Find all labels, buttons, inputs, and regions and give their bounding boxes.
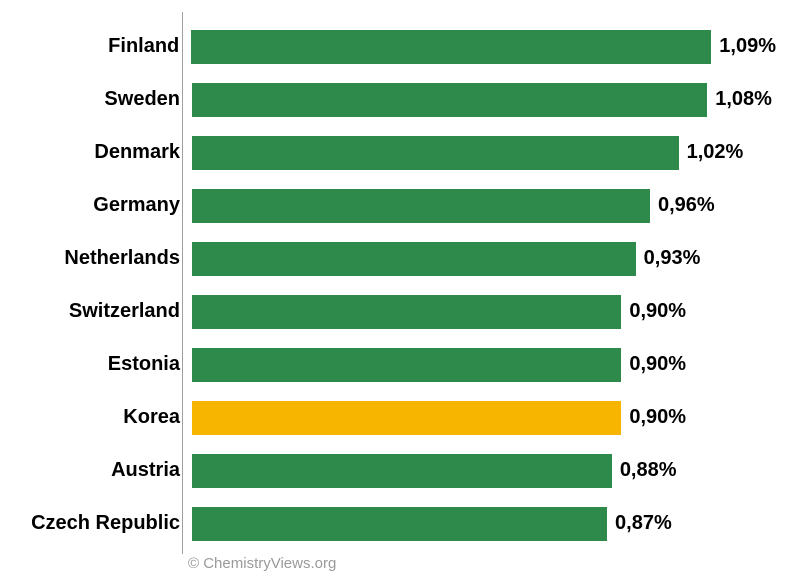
value-label: 0,87%	[615, 512, 672, 535]
bar	[192, 242, 636, 276]
bar	[192, 401, 621, 435]
category-label: Czech Republic	[10, 512, 192, 535]
chart-row: Germany 0,96%	[10, 179, 776, 232]
category-label: Korea	[10, 406, 192, 429]
chart-credit: © ChemistryViews.org	[188, 555, 336, 572]
value-label: 1,08%	[715, 88, 772, 111]
bar-cell: 1,09%	[191, 20, 776, 73]
value-label: 0,88%	[620, 459, 677, 482]
chart-row: Denmark 1,02%	[10, 126, 776, 179]
chart-row: Estonia 0,90%	[10, 338, 776, 391]
bar	[192, 507, 607, 541]
bar	[191, 30, 711, 64]
category-label: Finland	[10, 35, 191, 58]
value-label: 0,90%	[629, 300, 686, 323]
bar-cell: 0,87%	[192, 497, 776, 550]
chart-row: Korea 0,90%	[10, 391, 776, 444]
category-label: Switzerland	[10, 300, 192, 323]
category-label: Sweden	[10, 88, 192, 111]
bar-cell: 0,90%	[192, 285, 776, 338]
bar-cell: 0,88%	[192, 444, 776, 497]
bar-chart: Finland 1,09% Sweden 1,08% Denmark 1,02% Germa…	[0, 0, 786, 580]
value-label: 0,96%	[658, 194, 715, 217]
y-axis-line	[182, 12, 183, 554]
category-label: Netherlands	[10, 247, 192, 270]
bar-cell: 0,90%	[192, 338, 776, 391]
bar	[192, 295, 621, 329]
bar	[192, 348, 621, 382]
chart-row: Netherlands 0,93%	[10, 232, 776, 285]
bar	[192, 83, 707, 117]
value-label: 0,90%	[629, 406, 686, 429]
bar-cell: 0,93%	[192, 232, 776, 285]
category-label: Estonia	[10, 353, 192, 376]
bar	[192, 189, 650, 223]
value-label: 0,93%	[644, 247, 701, 270]
bar-cell: 0,90%	[192, 391, 776, 444]
bar-cell: 1,02%	[192, 126, 776, 179]
bar-cell: 1,08%	[192, 73, 776, 126]
category-label: Austria	[10, 459, 192, 482]
value-label: 0,90%	[629, 353, 686, 376]
chart-row: Sweden 1,08%	[10, 73, 776, 126]
category-label: Germany	[10, 194, 192, 217]
chart-row: Czech Republic 0,87%	[10, 497, 776, 550]
bar	[192, 136, 679, 170]
value-label: 1,09%	[719, 35, 776, 58]
category-label: Denmark	[10, 141, 192, 164]
chart-row: Switzerland 0,90%	[10, 285, 776, 338]
bar	[192, 454, 612, 488]
bar-cell: 0,96%	[192, 179, 776, 232]
value-label: 1,02%	[687, 141, 744, 164]
chart-row: Austria 0,88%	[10, 444, 776, 497]
chart-row: Finland 1,09%	[10, 20, 776, 73]
